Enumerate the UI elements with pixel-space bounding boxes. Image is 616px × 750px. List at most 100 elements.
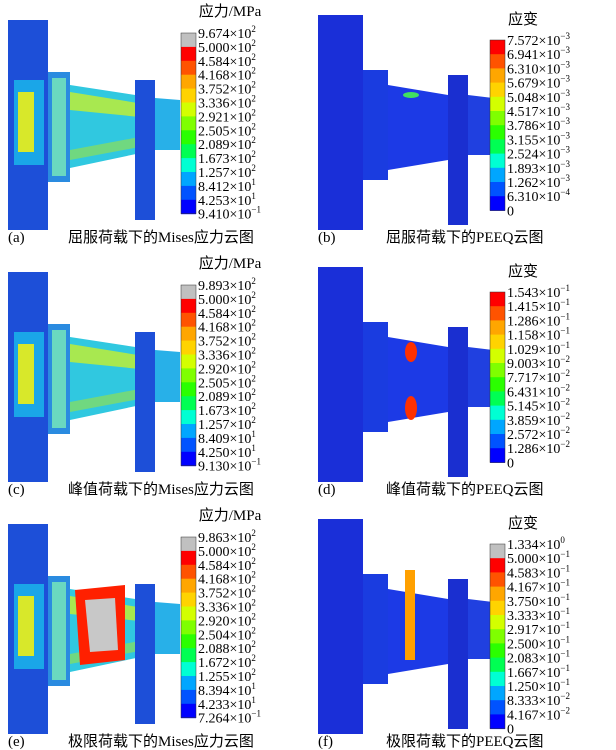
legend-swatch: [181, 424, 196, 439]
label-mantissa: 2.917×10: [507, 623, 560, 638]
label-mantissa: 4.584×10: [198, 307, 251, 322]
label-mantissa: 6.431×10: [507, 385, 560, 400]
legend-label: 8.412×101: [198, 177, 256, 195]
label-mantissa: 2.083×10: [507, 652, 560, 667]
legend-frame: [489, 543, 506, 729]
label-mantissa: 1.029×10: [507, 343, 560, 358]
legend-label: 3.336×102: [198, 94, 256, 112]
panel-label: (a): [8, 230, 25, 246]
legend-frame: [489, 291, 506, 463]
legend-title: 应力/MPa: [199, 506, 262, 524]
label-mantissa: 4.168×10: [198, 573, 251, 588]
legend-label: 6.941×10−3: [507, 45, 570, 63]
legend-swatch: [181, 396, 196, 411]
label-mantissa: 4.584×10: [198, 559, 251, 574]
contour-plot: [8, 272, 180, 482]
legend-swatch: [490, 348, 505, 364]
label-exponent: 2: [251, 359, 256, 369]
legend-swatch: [181, 451, 196, 467]
legend-label: 9.130×10−1: [198, 457, 261, 475]
legend-swatch: [490, 600, 505, 616]
label-mantissa: 1.673×10: [198, 152, 251, 167]
label-exponent: 2: [251, 290, 256, 300]
contour-plot: [318, 267, 493, 482]
label-exponent: 2: [251, 346, 256, 356]
label-mantissa: 4.168×10: [198, 69, 251, 84]
hot-spot: [405, 396, 417, 420]
label-exponent: −2: [560, 354, 570, 364]
label-mantissa: 0: [507, 204, 514, 219]
label-exponent: −1: [560, 340, 570, 350]
legend-label: 1.250×10−1: [507, 677, 570, 695]
caption: 极限荷载下的Mises应力云图: [68, 732, 254, 750]
label-exponent: 2: [251, 135, 256, 145]
label-exponent: −1: [251, 457, 261, 467]
legend-swatch: [181, 437, 196, 453]
label-exponent: −2: [560, 705, 570, 715]
legend-swatch: [181, 703, 196, 719]
legend-label: 2.920×102: [198, 359, 256, 377]
legend-label: 4.584×102: [198, 52, 256, 70]
label-mantissa: 1.672×10: [198, 656, 251, 671]
legend-label: 1.255×102: [198, 667, 256, 685]
legend-swatch: [490, 54, 505, 69]
label-mantissa: 1.415×10: [507, 300, 560, 315]
label-exponent: 2: [251, 94, 256, 104]
legend-frame: [180, 32, 197, 214]
legend-swatch: [181, 326, 196, 342]
label-exponent: 2: [251, 584, 256, 594]
legend-label: 2.500×10−1: [507, 634, 570, 652]
contour-plot: [8, 20, 180, 230]
legend-label: 2.089×102: [198, 135, 256, 153]
label-exponent: −3: [560, 102, 570, 112]
label-mantissa: 8.412×10: [198, 180, 251, 195]
caption: 屈服荷载下的PEEQ云图: [386, 229, 544, 246]
legend-swatch: [181, 46, 196, 62]
label-exponent: 1: [251, 695, 256, 705]
legend-swatch: [181, 116, 196, 131]
label-exponent: −1: [560, 283, 570, 293]
label-mantissa: 4.584×10: [198, 55, 251, 70]
label-mantissa: 0: [507, 723, 514, 738]
legend-swatch: [490, 572, 505, 588]
legend-swatch: [181, 172, 196, 187]
label-mantissa: 2.505×10: [198, 124, 251, 139]
label-exponent: −2: [560, 691, 570, 701]
label-mantissa: 6.310×10: [507, 190, 560, 205]
label-exponent: 2: [251, 276, 256, 286]
legend-swatch: [181, 662, 196, 677]
legend-label: 2.920×102: [198, 611, 256, 629]
label-exponent: 2: [251, 38, 256, 48]
label-mantissa: 1.286×10: [507, 442, 560, 457]
legend-label: 2.088×102: [198, 639, 256, 657]
legend-swatch: [490, 544, 505, 559]
label-exponent: −3: [560, 159, 570, 169]
legend-swatch: [490, 334, 505, 350]
label-exponent: 2: [251, 163, 256, 173]
label-exponent: 2: [251, 570, 256, 580]
hot-spot: [405, 342, 417, 362]
caption: 峰值荷载下的Mises应力云图: [68, 480, 254, 498]
label-mantissa: 7.717×10: [507, 371, 560, 386]
label-exponent: 2: [251, 387, 256, 397]
legend-swatch: [490, 68, 505, 84]
legend-label: 2.504×102: [198, 625, 256, 643]
label-mantissa: 6.941×10: [507, 48, 560, 63]
legend-label: 3.859×10−2: [507, 411, 570, 429]
label-mantissa: 7.264×10: [198, 712, 251, 727]
legend-label: 1.286×10−2: [507, 439, 570, 457]
label-exponent: −2: [560, 368, 570, 378]
legend-label: 1.158×10−1: [507, 326, 570, 344]
legend-swatch: [181, 592, 196, 607]
legend-label: 2.572×10−2: [507, 425, 570, 443]
legend-swatch: [490, 82, 505, 98]
legend-swatch: [490, 686, 505, 701]
legend-label: 4.517×10−3: [507, 102, 570, 120]
label-exponent: 1: [251, 443, 256, 453]
label-exponent: −3: [560, 145, 570, 155]
label-mantissa: 5.145×10: [507, 400, 560, 415]
legend-swatch: [181, 689, 196, 705]
label-mantissa: 3.336×10: [198, 601, 251, 616]
label-exponent: 2: [251, 318, 256, 328]
